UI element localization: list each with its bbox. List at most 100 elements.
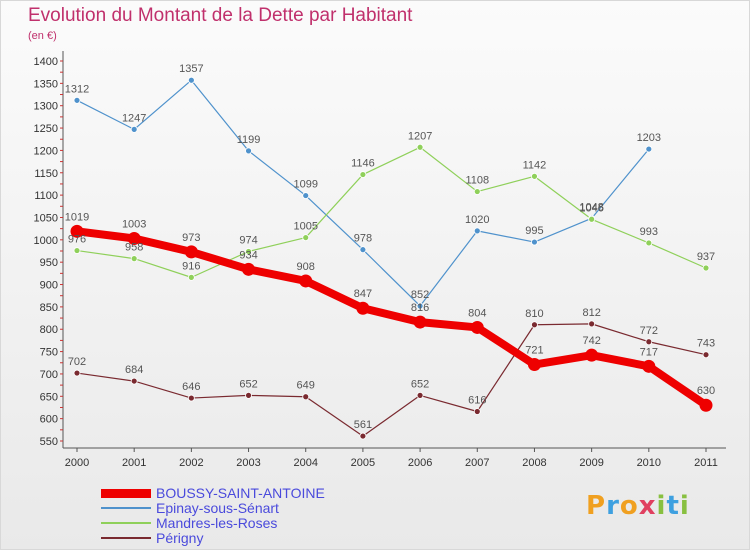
data-label: 630 [697,385,715,397]
x-tick-label: 2006 [408,457,432,469]
series-lines [73,79,710,437]
data-label: 743 [697,338,715,350]
data-point [585,348,599,362]
data-label: 978 [354,233,372,245]
y-tick-label: 1050 [34,212,58,224]
legend-swatch [101,522,151,524]
data-point [187,273,195,281]
y-tick-label: 650 [40,391,58,403]
data-point [527,358,541,372]
x-tick-label: 2011 [694,457,718,469]
data-label: 804 [468,307,486,319]
data-label: 1357 [179,63,203,75]
logo-letter: x [638,491,657,521]
legend-label: Epinay-sous-Sénart [156,500,279,516]
x-tick-label: 2009 [579,457,603,469]
data-point [473,227,481,235]
data-point [473,188,481,195]
data-point [127,231,141,245]
legend-swatch [101,488,151,498]
data-labels: 1312 1247 1357 1199 1099 978 852 1020 995 1048 120… [65,63,715,431]
data-point [470,320,484,334]
x-tick-label: 2010 [637,457,661,469]
data-label: 1020 [465,214,489,226]
series-line [76,323,707,437]
data-label: 852 [411,289,429,301]
x-tick-label: 2008 [522,457,546,469]
data-label: 1019 [65,211,89,223]
logo-letter: i [679,491,690,521]
data-label: 1005 [293,221,317,233]
data-point [531,238,538,246]
y-tick-label: 700 [40,369,58,381]
y-tick-label: 550 [40,436,58,448]
y-tick-label: 850 [40,302,58,314]
data-label: 974 [239,234,257,246]
data-point [588,320,596,328]
data-label: 652 [411,378,429,390]
data-label: 993 [640,226,658,238]
logo-letter: r [606,491,620,521]
data-point [356,301,370,315]
data-point [187,76,195,84]
data-label: 1312 [65,83,89,95]
data-label: 1048 [579,201,603,213]
y-tick-label: 1400 [34,56,58,68]
data-label: 717 [640,346,658,358]
data-point [642,359,656,373]
data-point [702,351,710,359]
y-tick-label: 950 [40,257,58,269]
axes: 550 600 650 700 750 800 850 900 950 1000 1050 1100 1… [34,51,726,469]
legend-label: Périgny [156,530,204,546]
data-point [302,192,310,199]
data-point [645,145,653,153]
data-point [588,215,596,223]
data-label: 1146 [351,158,375,170]
data-label: 937 [697,251,715,263]
chart-subtitle: (en €) [28,30,57,42]
data-label: 958 [125,242,143,254]
y-tick-label: 1250 [34,123,58,135]
data-point [473,408,481,415]
legend-label: Mandres-les-Roses [156,515,278,531]
chart-title: Evolution du Montant de la Dette par Hab… [28,5,413,26]
data-label: 616 [468,394,486,406]
x-tick-label: 2004 [293,457,317,469]
y-tick-label: 900 [40,280,58,292]
data-point [416,143,424,151]
legend-label: BOUSSY-SAINT-ANTOINE [156,485,325,501]
y-tick-label: 1200 [34,145,58,157]
x-tick-label: 2001 [122,457,146,469]
data-point [416,302,424,310]
data-point [359,171,367,178]
y-tick-label: 600 [40,414,58,426]
series-line [76,79,650,307]
data-point [187,394,195,402]
y-tick-label: 1100 [34,190,58,202]
data-label: 561 [354,419,372,431]
data-point [73,247,81,254]
data-label: 1003 [122,218,146,230]
data-label: 934 [239,249,257,261]
data-label: 908 [297,261,315,273]
y-tick-label: 1150 [34,168,58,180]
data-point [299,274,313,288]
data-label: 816 [411,302,429,314]
data-point [242,262,256,276]
data-point [245,248,252,255]
data-label: 1142 [523,159,547,171]
data-point [531,321,538,329]
data-point [184,245,198,259]
data-label: 812 [582,307,600,319]
y-tick-label: 800 [40,324,58,336]
data-label: 1207 [408,130,432,142]
data-point [359,432,367,440]
data-point [302,393,310,401]
data-point [130,255,138,263]
y-tick-label: 750 [40,347,58,359]
data-point [73,369,81,377]
data-point [130,377,138,385]
data-point [645,239,653,247]
data-point [302,234,310,241]
data-label: 1046 [579,202,603,214]
